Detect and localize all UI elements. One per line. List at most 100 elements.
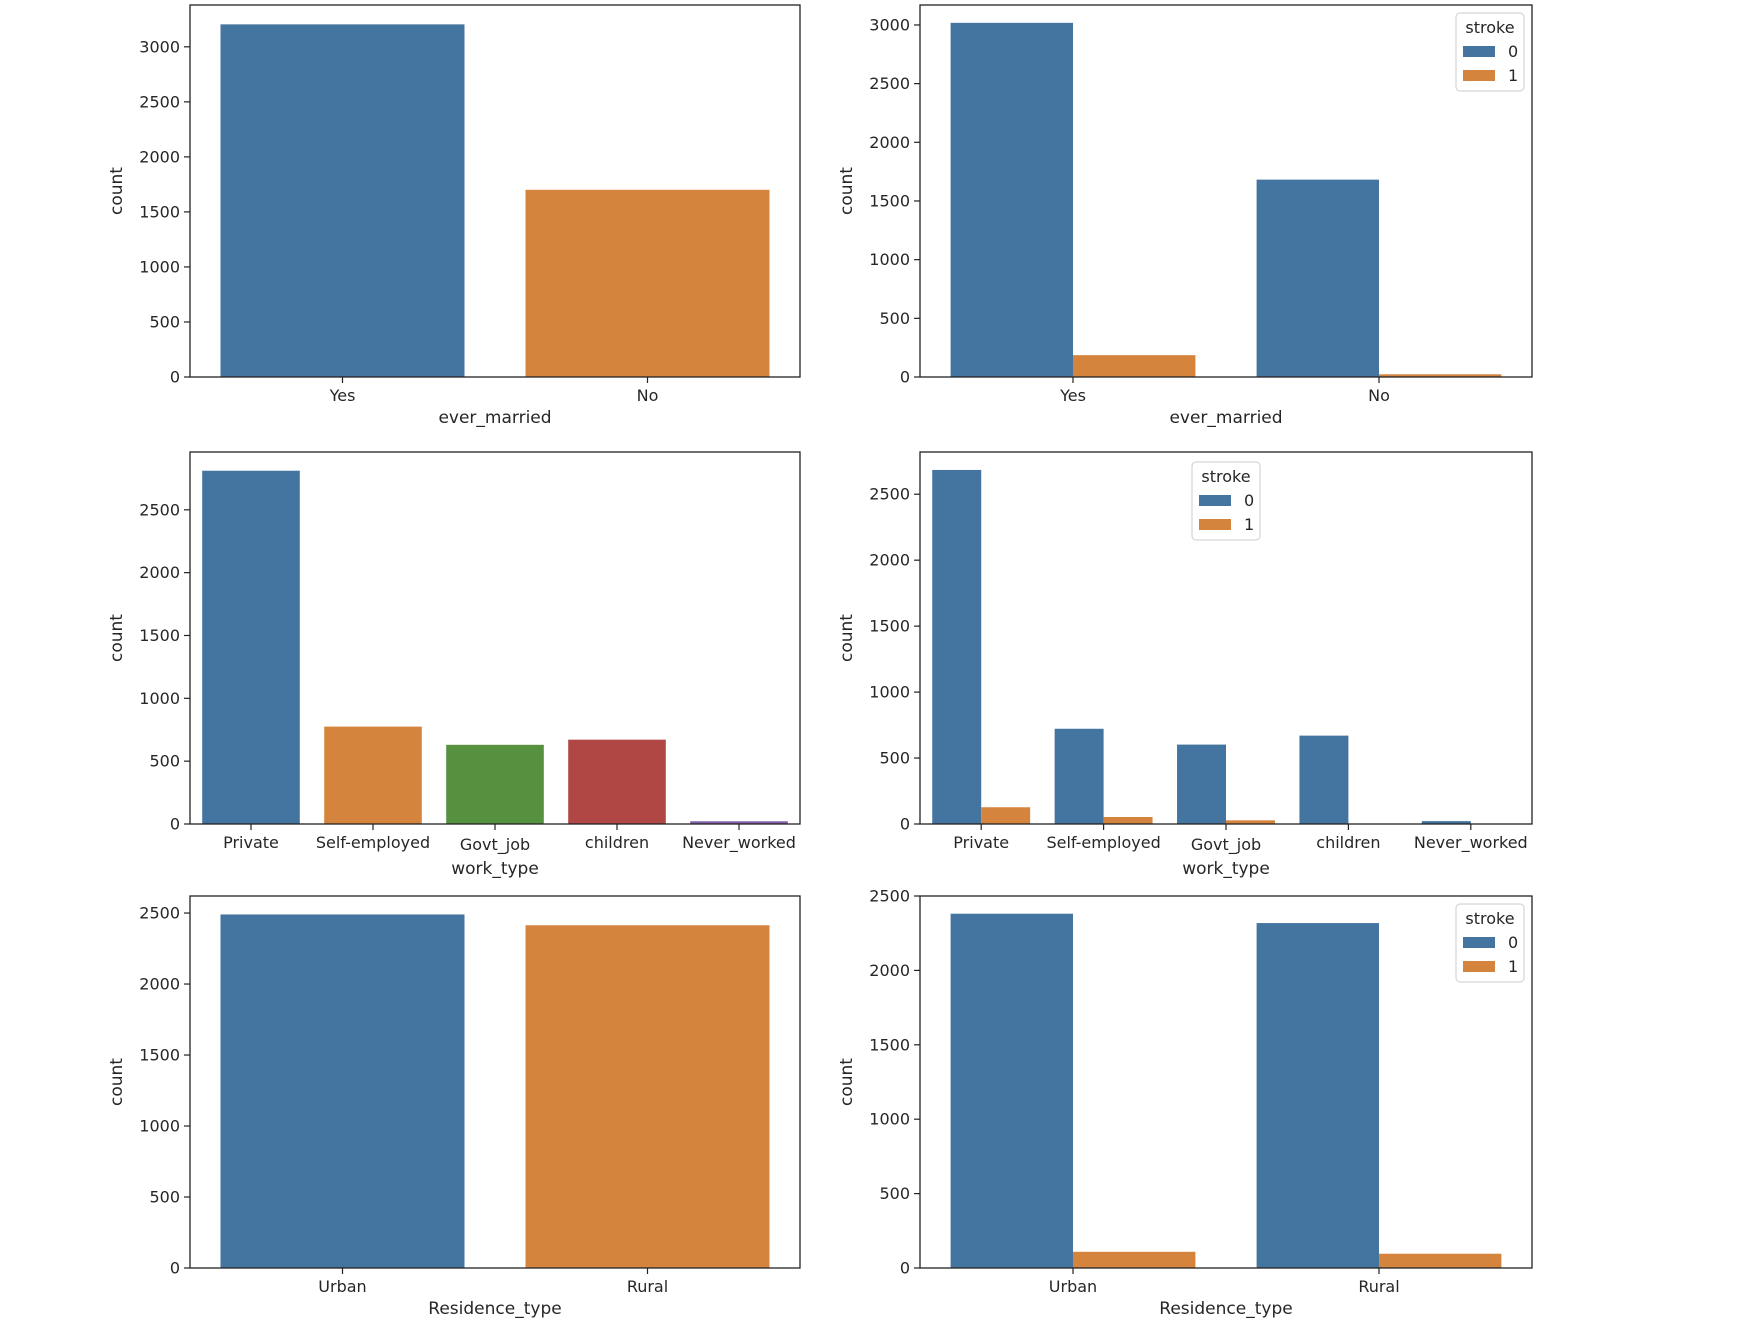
legend-entry-0: 0 [1508, 42, 1518, 61]
y-axis-label: count [107, 167, 127, 215]
y-tick-label: 1500 [869, 617, 910, 636]
bar-govt_job [446, 744, 544, 824]
chart-work-type-count: 0 500 1000 1500 2000 2500 Private Self-employed… [107, 451, 801, 879]
bar-no-stroke-1 [1379, 374, 1502, 377]
bar-private [202, 470, 300, 824]
axes-frame [919, 895, 1533, 1269]
bar-self-employed-stroke-0 [1054, 728, 1104, 824]
x-tick-label: No [1368, 386, 1390, 405]
y-tick-label: 2000 [139, 563, 180, 582]
y-tick-label: 2000 [869, 961, 910, 980]
x-tick-label: Urban [1049, 1277, 1097, 1296]
legend-entry-1: 1 [1508, 957, 1518, 976]
legend-entry-0: 0 [1244, 491, 1254, 510]
x-tick-label: Yes [1059, 386, 1086, 405]
y-tick-label: 2500 [139, 500, 180, 519]
chart-residence-type-count: 0 500 1000 1500 2000 2500 Urban Rural Residence_… [107, 895, 801, 1319]
x-tick-label: Self-employed [1046, 833, 1160, 852]
y-tick-label: 1500 [869, 1035, 910, 1054]
axes-frame [919, 4, 1533, 378]
chart-residence-type-by-stroke: 0 500 1000 1500 2000 2500 Urban Rural Residence_… [837, 887, 1533, 1319]
y-tick-label: 1500 [139, 202, 180, 221]
y-tick-label: 1000 [139, 1117, 180, 1136]
bar-no-stroke-0 [1256, 179, 1379, 377]
y-tick-label: 0 [170, 815, 180, 834]
x-tick-label: Yes [329, 386, 356, 405]
legend-title: stroke [1465, 909, 1514, 928]
x-tick-label: Never_worked [1414, 833, 1528, 853]
x-axis-label: ever_married [438, 408, 551, 428]
y-tick-label: 1500 [869, 191, 910, 210]
y-axis-label: count [837, 1058, 857, 1106]
bar-yes-stroke-1 [1073, 355, 1196, 377]
y-tick-label: 2000 [139, 147, 180, 166]
y-tick-label: 1000 [869, 1110, 910, 1129]
x-tick-label: Govt_job [460, 835, 530, 855]
legend-swatch-1 [1199, 519, 1231, 530]
y-tick-label: 2000 [869, 551, 910, 570]
y-tick-label: 0 [900, 368, 910, 387]
bar-urban-stroke-1 [1073, 1251, 1196, 1268]
x-axis-label: Residence_type [428, 1299, 561, 1319]
bar-no [525, 189, 770, 377]
legend: stroke 0 1 [1191, 461, 1261, 541]
y-tick-label: 2500 [869, 887, 910, 906]
chart-work-type-by-stroke: 0 500 1000 1500 2000 2500 Private Self-employed… [837, 451, 1533, 879]
x-tick-label: Private [223, 833, 279, 852]
chart-ever-married-count: 0 500 1000 1500 2000 2500 3000 Yes No ever_marrie… [107, 4, 801, 428]
bar-self-employed-stroke-1 [1103, 817, 1153, 824]
bar-never_worked [690, 821, 788, 824]
y-tick-label: 0 [170, 368, 180, 387]
y-tick-label: 1000 [869, 683, 910, 702]
x-axis-label: ever_married [1169, 408, 1282, 428]
x-tick-label: No [637, 386, 659, 405]
legend-swatch-1 [1463, 70, 1495, 81]
x-tick-label: Self-employed [316, 833, 430, 852]
x-tick-label: Govt_job [1191, 835, 1261, 855]
x-axis-label: work_type [451, 859, 539, 879]
y-tick-label: 2000 [869, 133, 910, 152]
legend-entry-0: 0 [1508, 933, 1518, 952]
y-tick-label: 1000 [869, 250, 910, 269]
legend-title: stroke [1201, 467, 1250, 486]
x-tick-label: children [1316, 833, 1380, 852]
bar-self-employed [324, 726, 422, 824]
y-axis-label: count [837, 614, 857, 662]
legend-title: stroke [1465, 18, 1514, 37]
y-tick-label: 3000 [869, 15, 910, 34]
y-tick-label: 500 [149, 752, 180, 771]
axes-frame [189, 4, 801, 378]
bar-yes [220, 24, 465, 378]
legend-swatch-0 [1199, 495, 1231, 506]
y-tick-label: 2500 [869, 74, 910, 93]
x-axis-label: Residence_type [1159, 1299, 1292, 1319]
y-tick-label: 3000 [139, 37, 180, 56]
y-tick-label: 0 [900, 1259, 910, 1278]
legend-swatch-0 [1463, 46, 1495, 57]
bar-govt_job-stroke-1 [1226, 820, 1275, 824]
y-tick-label: 500 [149, 312, 180, 331]
x-tick-label: Rural [1358, 1277, 1399, 1296]
bar-never_worked-stroke-0 [1421, 821, 1471, 824]
legend-entry-1: 1 [1244, 515, 1254, 534]
bar-rural-stroke-0 [1256, 923, 1379, 1268]
bar-rural [525, 925, 770, 1268]
x-axis-label: work_type [1182, 859, 1270, 879]
bar-children [568, 739, 666, 824]
y-tick-label: 2500 [139, 904, 180, 923]
bar-private-stroke-1 [981, 807, 1031, 824]
y-tick-label: 500 [149, 1188, 180, 1207]
legend: stroke 0 1 [1455, 12, 1525, 92]
axes-frame [189, 895, 801, 1269]
y-tick-label: 500 [879, 1184, 910, 1203]
bar-children-stroke-0 [1299, 735, 1349, 824]
legend-swatch-1 [1463, 961, 1495, 972]
y-tick-label: 1000 [139, 257, 180, 276]
bar-urban [220, 914, 465, 1268]
y-axis-label: count [837, 167, 857, 215]
x-tick-label: children [585, 833, 649, 852]
y-tick-label: 0 [900, 815, 910, 834]
x-tick-label: Never_worked [682, 833, 796, 853]
y-axis-label: count [107, 614, 127, 662]
